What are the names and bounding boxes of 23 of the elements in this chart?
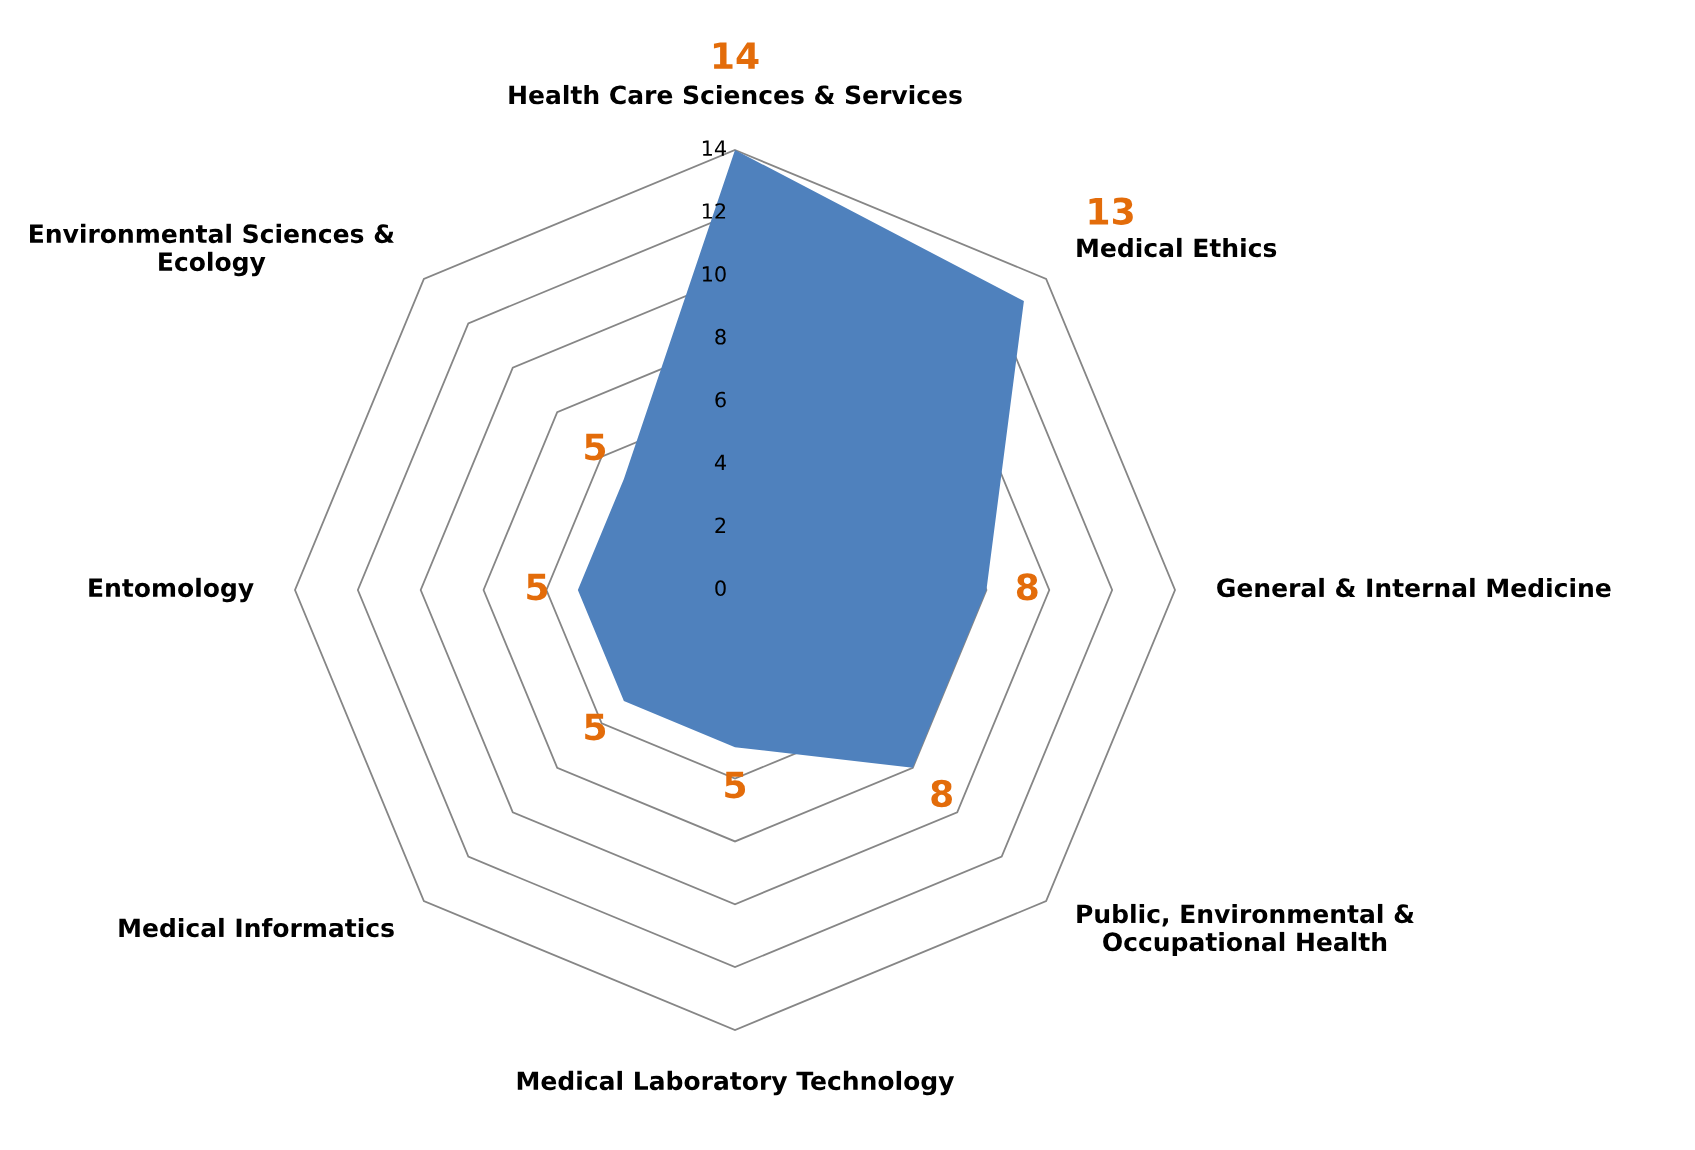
spoke-label: Health Care Sciences & Services xyxy=(509,84,962,105)
data-label: 8 xyxy=(931,779,952,808)
data-label: 5 xyxy=(527,573,548,601)
spoke-label: General & Internal Medicine xyxy=(1217,577,1611,598)
y-tick-label: 2 xyxy=(715,517,726,533)
data-label: 5 xyxy=(725,771,746,799)
spoke-label: Entomology xyxy=(89,577,254,603)
y-tick-label: 6 xyxy=(715,391,726,408)
data-label: 5 xyxy=(585,433,606,461)
y-tick-label: 12 xyxy=(702,203,726,219)
y-tick-label: 10 xyxy=(702,266,726,282)
y-tick-label: 0 xyxy=(715,580,726,597)
data-label: 8 xyxy=(1016,573,1038,601)
spoke-label: Medical Informatics xyxy=(119,917,394,938)
y-tick-label: 8 xyxy=(715,328,726,345)
y-tick-label: 14 xyxy=(702,140,726,156)
spoke-label: Medical Ethics xyxy=(1077,237,1277,258)
spoke-label: Public, Environmental & Occupational Health xyxy=(1077,903,1414,957)
spoke-label: Medical Laboratory Technology xyxy=(517,1070,955,1096)
spoke-label: Environmental Sciences & Ecology xyxy=(30,223,394,277)
y-tick-label: 4 xyxy=(714,454,726,471)
data-label: 13 xyxy=(1089,197,1133,225)
data-label: 5 xyxy=(585,713,606,741)
